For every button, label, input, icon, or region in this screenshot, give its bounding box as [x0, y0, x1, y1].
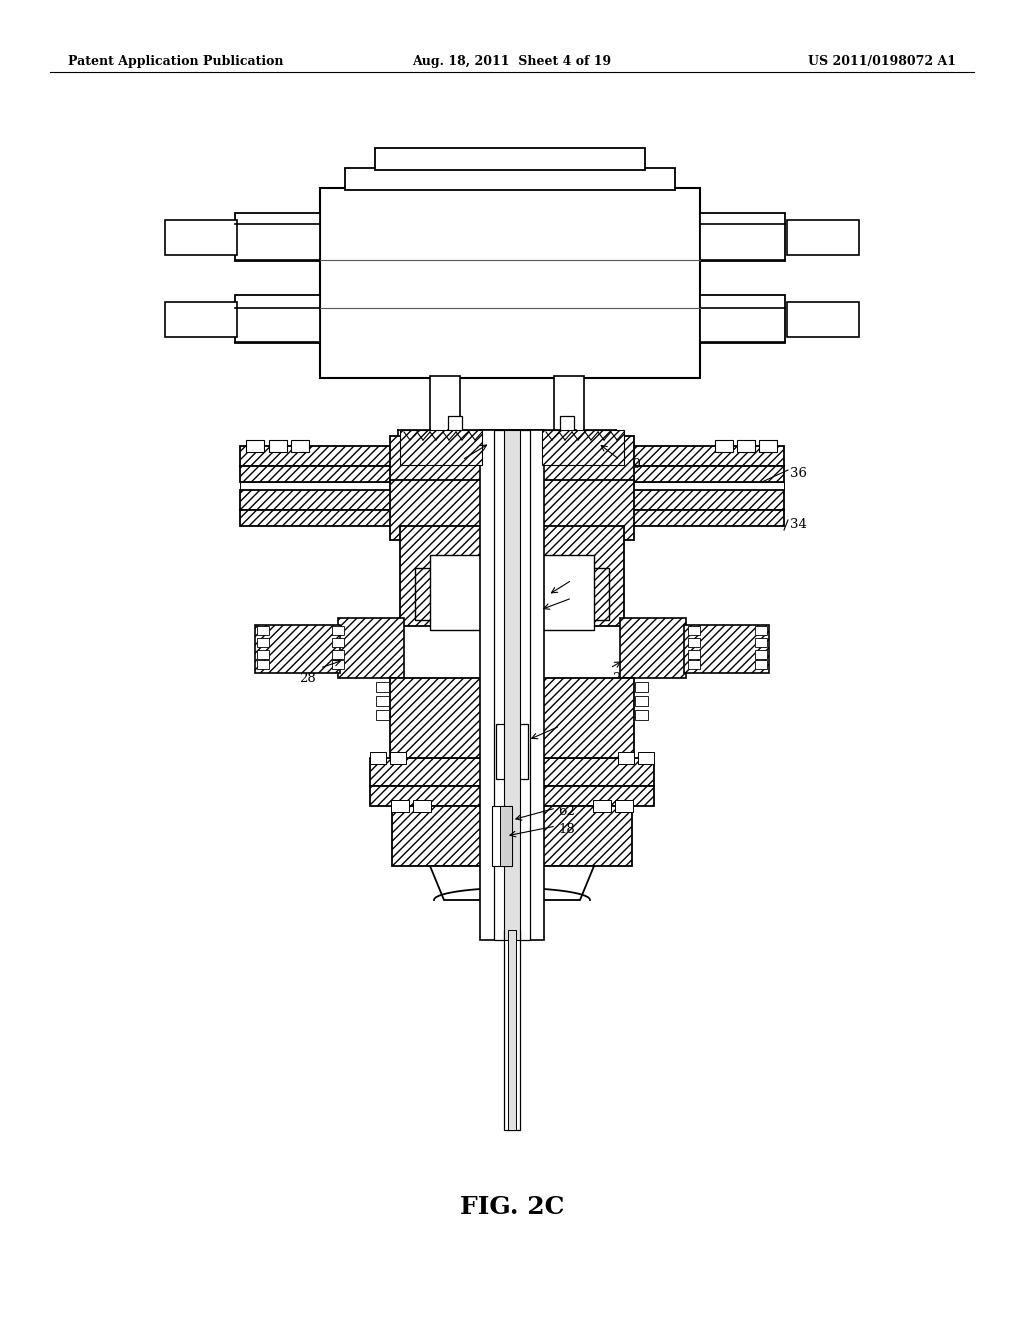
- Bar: [787, 220, 859, 255]
- Text: 34: 34: [790, 517, 807, 531]
- Bar: [554, 376, 584, 434]
- Bar: [755, 660, 767, 669]
- Text: US 2011/0198072 A1: US 2011/0198072 A1: [808, 55, 956, 69]
- Bar: [400, 430, 482, 465]
- Bar: [240, 446, 784, 466]
- Bar: [618, 752, 634, 764]
- Text: 64: 64: [562, 722, 579, 735]
- Bar: [376, 682, 389, 692]
- Bar: [269, 440, 287, 451]
- Bar: [370, 752, 386, 764]
- Bar: [755, 649, 767, 659]
- Bar: [415, 568, 609, 620]
- Bar: [635, 710, 648, 719]
- Bar: [234, 294, 319, 343]
- Bar: [755, 626, 767, 635]
- Bar: [449, 416, 462, 432]
- Bar: [492, 807, 512, 866]
- Bar: [494, 430, 530, 940]
- Bar: [688, 649, 700, 659]
- Text: 18: 18: [558, 822, 574, 836]
- Bar: [257, 649, 269, 659]
- Bar: [291, 440, 309, 451]
- Bar: [240, 510, 784, 525]
- Bar: [593, 800, 611, 812]
- Bar: [392, 807, 632, 866]
- Bar: [615, 800, 633, 812]
- Bar: [234, 213, 319, 261]
- Bar: [332, 649, 344, 659]
- Bar: [257, 638, 269, 647]
- Bar: [504, 430, 520, 940]
- Bar: [319, 187, 700, 378]
- Bar: [449, 430, 575, 446]
- Bar: [332, 638, 344, 647]
- Bar: [755, 638, 767, 647]
- Bar: [332, 626, 344, 635]
- Text: 62: 62: [558, 805, 574, 818]
- Bar: [560, 416, 574, 432]
- Bar: [504, 931, 520, 1130]
- Text: 28: 28: [612, 672, 629, 685]
- Text: Aug. 18, 2011  Sheet 4 of 19: Aug. 18, 2011 Sheet 4 of 19: [413, 55, 611, 69]
- Bar: [688, 638, 700, 647]
- Bar: [370, 758, 654, 785]
- Bar: [635, 696, 648, 706]
- Bar: [759, 440, 777, 451]
- Text: FIG. 2C: FIG. 2C: [460, 1195, 564, 1218]
- Bar: [376, 696, 389, 706]
- Bar: [700, 213, 785, 261]
- Text: Patent Application Publication: Patent Application Publication: [68, 55, 284, 69]
- Bar: [787, 302, 859, 337]
- Bar: [240, 466, 784, 482]
- Bar: [430, 376, 460, 434]
- Bar: [715, 440, 733, 451]
- Bar: [255, 624, 340, 673]
- Bar: [635, 682, 648, 692]
- Bar: [534, 554, 594, 630]
- Bar: [391, 800, 409, 812]
- Bar: [688, 626, 700, 635]
- Bar: [257, 660, 269, 669]
- Bar: [390, 480, 634, 540]
- Bar: [390, 436, 634, 482]
- Bar: [165, 302, 237, 337]
- Polygon shape: [430, 866, 594, 900]
- Bar: [620, 618, 686, 678]
- Bar: [496, 723, 528, 779]
- Bar: [246, 440, 264, 451]
- Bar: [165, 220, 237, 255]
- Bar: [375, 148, 645, 170]
- Bar: [370, 785, 654, 807]
- Bar: [257, 626, 269, 635]
- Bar: [390, 752, 406, 764]
- Bar: [240, 482, 784, 490]
- Bar: [480, 430, 544, 940]
- Bar: [345, 168, 675, 190]
- Bar: [430, 554, 490, 630]
- Text: 28: 28: [299, 672, 316, 685]
- Bar: [240, 490, 784, 510]
- Bar: [500, 807, 512, 866]
- Text: 60: 60: [624, 458, 641, 471]
- Bar: [376, 710, 389, 719]
- Bar: [413, 800, 431, 812]
- Bar: [700, 294, 785, 343]
- Bar: [338, 618, 404, 678]
- Bar: [688, 660, 700, 669]
- Bar: [390, 678, 634, 758]
- Bar: [400, 525, 624, 626]
- Text: 32: 32: [574, 577, 591, 590]
- Bar: [737, 440, 755, 451]
- Bar: [684, 624, 769, 673]
- Bar: [638, 752, 654, 764]
- Text: 36: 36: [790, 467, 807, 480]
- Bar: [542, 430, 624, 465]
- Bar: [508, 931, 516, 1130]
- Bar: [332, 660, 344, 669]
- Text: 65: 65: [437, 458, 454, 471]
- Text: 26: 26: [574, 595, 591, 609]
